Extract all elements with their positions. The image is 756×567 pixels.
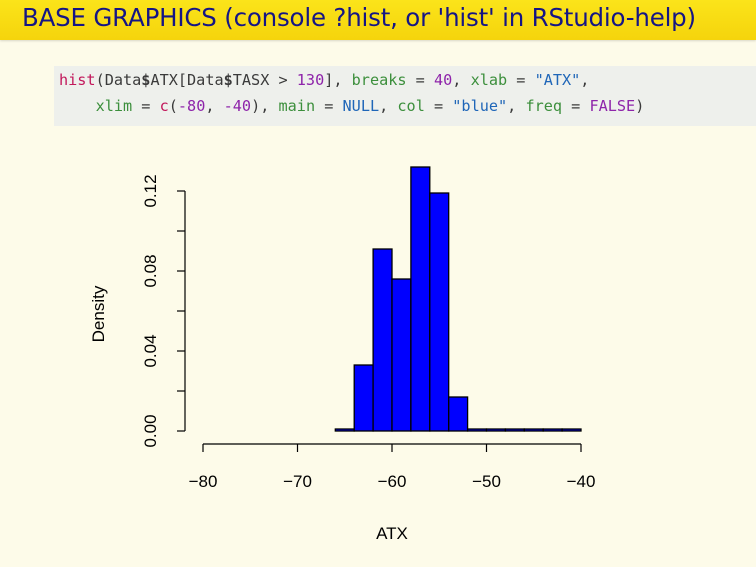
x-tick-label: −80 [189, 472, 218, 491]
code-token: col [397, 97, 425, 115]
code-token: $ [223, 71, 233, 89]
code-token: -80 [177, 97, 206, 115]
code-line-2: xlim = c(-80, -40), main = NULL, col = "… [59, 97, 645, 115]
histogram-bar [504, 428, 525, 432]
y-tick-label: 0.00 [141, 414, 160, 447]
code-token: = [315, 97, 343, 115]
histogram-bar [372, 248, 393, 432]
y-axis-label: Density [89, 285, 108, 342]
code-token: = [132, 97, 160, 115]
histogram-bar [561, 428, 582, 432]
histogram-bar [542, 428, 563, 432]
histogram-bar [466, 428, 488, 432]
x-tick-label: −60 [378, 472, 407, 491]
code-token: , [507, 97, 526, 115]
x-axis-label: ATX [376, 524, 408, 543]
code-token: 40 [433, 71, 453, 89]
code-token: ], [324, 71, 352, 89]
x-tick-label: −40 [567, 472, 596, 491]
code-token: $ [141, 71, 151, 89]
code-token: xlim [59, 97, 133, 115]
histogram-chart: −80 −70 −60 −50 −40 0.00 0.04 0.08 0.12 ATX Den… [89, 166, 596, 543]
code-token: , [205, 97, 224, 115]
histogram-bar [448, 396, 469, 432]
code-token: main [278, 97, 316, 115]
x-tick-label: −50 [472, 472, 501, 491]
histogram-bar [391, 278, 412, 432]
code-token: c [159, 97, 169, 115]
code-token: , [379, 97, 398, 115]
histogram-bar [410, 166, 431, 432]
code-token: ATX[Data [150, 71, 224, 89]
histogram-bars [334, 166, 582, 432]
x-axis: −80 −70 −60 −50 −40 [189, 443, 596, 491]
code-token: TASX > [232, 71, 297, 89]
code-token: FALSE [589, 97, 636, 115]
code-token: NULL [342, 97, 380, 115]
code-token: "ATX" [534, 71, 581, 89]
y-tick-label: 0.08 [141, 254, 160, 287]
code-token: ), [251, 97, 279, 115]
histogram-bar [353, 364, 374, 432]
histogram-bar [485, 428, 507, 432]
code-token: ( [168, 97, 178, 115]
code-token: breaks [351, 71, 407, 89]
histogram-bar [429, 192, 450, 432]
code-token: "blue" [452, 97, 508, 115]
x-tick-label: −70 [283, 472, 312, 491]
code-token: freq [525, 97, 563, 115]
code-token: = [562, 97, 590, 115]
code-block: hist(Data$ATX[Data$TASX > 130], breaks =… [54, 66, 756, 126]
y-tick-label: 0.04 [141, 334, 160, 367]
y-axis: 0.00 0.04 0.08 0.12 [141, 174, 186, 448]
code-token: , [452, 71, 471, 89]
code-token: (Data [95, 71, 142, 89]
histogram-bar [334, 428, 355, 432]
code-token: -40 [223, 97, 252, 115]
code-line-1: hist(Data$ATX[Data$TASX > 130], breaks =… [59, 71, 589, 89]
slide-title: BASE GRAPHICS (console ?hist, or 'hist' … [22, 3, 696, 32]
histogram-bar [523, 428, 544, 432]
code-token: = [507, 71, 535, 89]
slide-title-bar: BASE GRAPHICS (console ?hist, or 'hist' … [0, 0, 756, 40]
code-token: , [580, 71, 590, 89]
code-token: = [424, 97, 453, 115]
code-token: 130 [296, 71, 325, 89]
y-tick-label: 0.12 [141, 174, 160, 207]
code-token: xlab [470, 71, 508, 89]
code-token: ) [635, 97, 645, 115]
code-token: hist [59, 71, 96, 89]
code-token: = [406, 71, 434, 89]
